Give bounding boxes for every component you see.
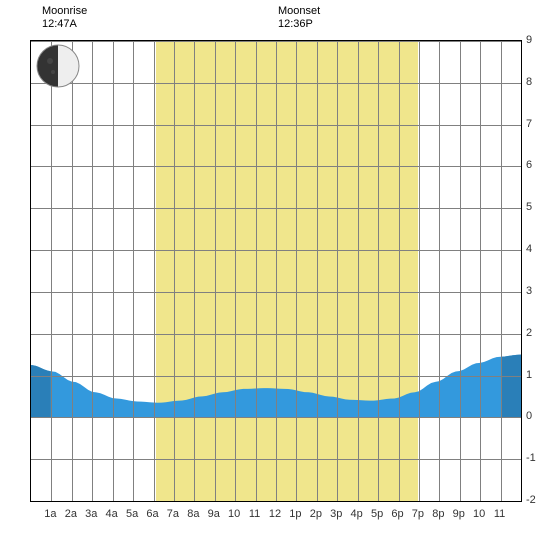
moonrise-time: 12:47A [42, 18, 87, 31]
x-tick-label: 11 [494, 508, 505, 520]
y-tick-label: 9 [526, 34, 532, 46]
grid-line-v [215, 41, 216, 501]
grid-line-v [358, 41, 359, 501]
grid-line-h [31, 166, 521, 167]
x-tick-label: 4a [106, 508, 118, 520]
tide-chart: Moonrise 12:47A Moonset 12:36P -2-101234… [0, 0, 550, 550]
moonset-title: Moonset [278, 5, 320, 18]
grid-line-h [31, 292, 521, 293]
y-tick-label: 1 [526, 369, 532, 381]
y-tick-label: 3 [526, 285, 532, 297]
y-tick-label: 4 [526, 243, 532, 255]
grid-line-v [154, 41, 155, 501]
y-tick-label: -2 [526, 494, 536, 506]
y-tick-label: 8 [526, 76, 532, 88]
grid-line-v [276, 41, 277, 501]
grid-line-v [51, 41, 52, 501]
x-tick-label: 3a [85, 508, 97, 520]
grid-line-v [501, 41, 502, 501]
grid-line-h [31, 334, 521, 335]
grid-line-v [460, 41, 461, 501]
grid-line-v [296, 41, 297, 501]
grid-line-h [31, 417, 521, 418]
x-tick-label: 3p [330, 508, 342, 520]
grid-line-v [399, 41, 400, 501]
grid-line-v [194, 41, 195, 501]
grid-line-v [378, 41, 379, 501]
y-tick-label: 6 [526, 159, 532, 171]
grid-line-v [113, 41, 114, 501]
moonrise-title: Moonrise [42, 5, 87, 18]
x-tick-label: 6p [391, 508, 403, 520]
y-tick-label: 2 [526, 327, 532, 339]
grid-line-v [337, 41, 338, 501]
grid-line-v [317, 41, 318, 501]
x-tick-label: 6a [146, 508, 158, 520]
x-tick-label: 1p [289, 508, 301, 520]
grid-line-h [31, 250, 521, 251]
grid-line-v [72, 41, 73, 501]
x-tick-label: 11 [249, 508, 260, 520]
x-tick-label: 8p [432, 508, 444, 520]
tide-edge-left [31, 365, 51, 417]
grid-line-v [92, 41, 93, 501]
x-tick-label: 8a [187, 508, 199, 520]
x-tick-label: 4p [351, 508, 363, 520]
x-tick-label: 9a [208, 508, 220, 520]
tide-edge-right [501, 355, 521, 418]
x-tick-label: 12 [269, 508, 281, 520]
x-tick-label: 7a [167, 508, 179, 520]
grid-line-v [439, 41, 440, 501]
moonrise-label: Moonrise 12:47A [42, 5, 87, 31]
grid-line-v [419, 41, 420, 501]
x-tick-label: 2p [310, 508, 322, 520]
x-tick-label: 2a [65, 508, 77, 520]
x-tick-label: 5p [371, 508, 383, 520]
grid-line-v [256, 41, 257, 501]
grid-line-v [174, 41, 175, 501]
grid-line-h [31, 208, 521, 209]
x-tick-label: 7p [412, 508, 424, 520]
y-tick-label: 5 [526, 201, 532, 213]
grid-line-h [31, 41, 521, 42]
y-tick-label: -1 [526, 452, 536, 464]
x-tick-label: 1a [44, 508, 56, 520]
x-tick-label: 5a [126, 508, 138, 520]
x-tick-label: 9p [453, 508, 465, 520]
y-tick-label: 0 [526, 410, 532, 422]
grid-line-v [235, 41, 236, 501]
moon-phase-icon [36, 44, 80, 88]
grid-line-v [480, 41, 481, 501]
grid-line-h [31, 83, 521, 84]
x-tick-label: 10 [228, 508, 240, 520]
grid-line-h [31, 125, 521, 126]
y-tick-label: 7 [526, 118, 532, 130]
grid-line-h [31, 459, 521, 460]
grid-line-v [133, 41, 134, 501]
moonset-time: 12:36P [278, 18, 320, 31]
moonset-label: Moonset 12:36P [278, 5, 320, 31]
grid-line-h [31, 501, 521, 502]
x-tick-label: 10 [473, 508, 485, 520]
plot-area [30, 40, 522, 502]
grid-line-h [31, 376, 521, 377]
